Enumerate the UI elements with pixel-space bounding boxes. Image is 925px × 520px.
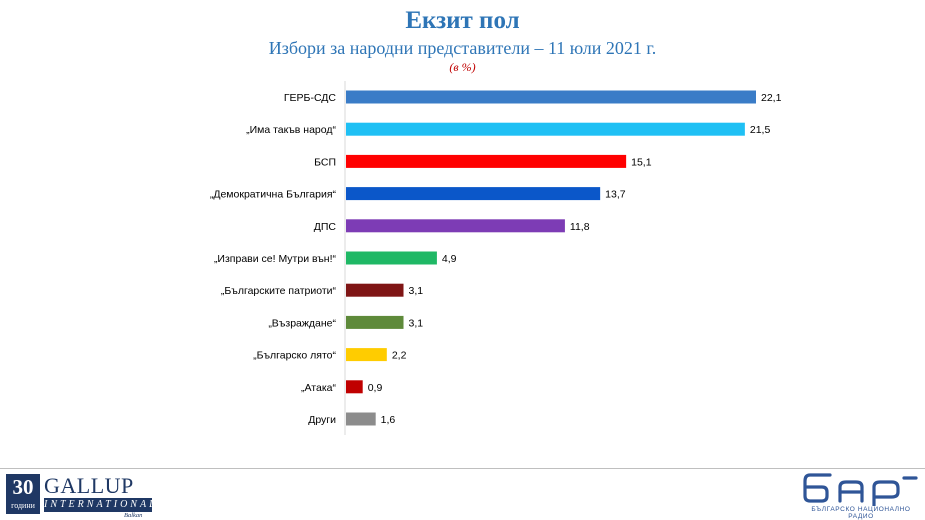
bar	[346, 122, 745, 136]
bnr-logo-mark	[803, 473, 918, 508]
category-label: ГЕРБ-СДС	[284, 92, 337, 104]
bar	[346, 187, 601, 201]
gallup-country: Balkan	[124, 512, 143, 519]
category-label: „Демократична България“	[210, 189, 337, 201]
value-label: 15,1	[631, 156, 652, 168]
gallup-years: 30	[12, 475, 34, 499]
category-label: „Възраждане“	[268, 317, 336, 329]
value-label: 1,6	[381, 414, 396, 426]
category-label: „Има такъв народ“	[246, 124, 336, 136]
value-label: 11,8	[570, 221, 590, 233]
bar	[346, 154, 627, 168]
gallup-international: INTERNATIONAL	[44, 498, 158, 512]
value-label: 3,1	[409, 285, 424, 297]
bar	[346, 348, 387, 362]
category-label: „Изправи се! Мутри вън!“	[214, 253, 337, 265]
bar	[346, 315, 404, 329]
bar	[346, 380, 363, 394]
category-label: БСП	[314, 156, 336, 168]
value-label: 21,5	[750, 124, 771, 136]
exit-poll-bar-chart: ГЕРБ-СДС 22,1 „Има такъв народ“ 21,5 БСП 15,1…	[210, 81, 782, 435]
bar	[346, 283, 404, 297]
value-label: 22,1	[761, 92, 782, 104]
value-label: 4,9	[442, 253, 457, 265]
value-label: 3,1	[409, 317, 424, 329]
value-label: 2,2	[392, 350, 407, 362]
category-label: „Българските патриоти“	[221, 285, 337, 297]
gallup-30-years-badge: 30 години	[6, 474, 40, 514]
category-label: „Българско лято“	[253, 350, 336, 362]
bar	[346, 90, 756, 104]
bar	[346, 251, 437, 265]
bar	[346, 219, 565, 233]
gallup-international-logo: 30 години GALLUP INTERNATIONAL Balkan	[6, 473, 158, 519]
value-label: 13,7	[605, 189, 626, 201]
category-label: Други	[308, 414, 336, 426]
footer-divider	[0, 468, 925, 469]
bnr-caption: БЪЛГАРСКО НАЦИОНАЛНО РАДИО	[811, 506, 911, 520]
value-label: 0,9	[368, 382, 383, 394]
bnr-logo: БЪЛГАРСКО НАЦИОНАЛНО РАДИО	[800, 470, 922, 520]
gallup-years-caption: години	[11, 501, 35, 510]
unit-note: (в %)	[449, 60, 476, 74]
category-label: ДПС	[314, 221, 337, 233]
category-label: „Атака“	[301, 382, 336, 394]
bar	[346, 412, 376, 426]
chart-subtitle: Избори за народни представители – 11 юли…	[268, 38, 657, 58]
chart-title: Екзит пол	[405, 7, 520, 34]
gallup-name: GALLUP	[44, 473, 134, 498]
